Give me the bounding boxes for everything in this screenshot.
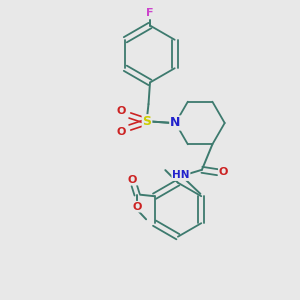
Text: F: F: [146, 8, 154, 19]
Text: O: O: [219, 167, 228, 177]
Text: O: O: [128, 175, 137, 185]
Text: N: N: [170, 116, 181, 130]
Text: N: N: [170, 116, 181, 130]
Text: O: O: [132, 202, 142, 212]
Text: O: O: [116, 127, 126, 137]
Text: O: O: [116, 106, 126, 116]
Text: HN: HN: [172, 170, 190, 180]
Text: S: S: [142, 115, 152, 128]
